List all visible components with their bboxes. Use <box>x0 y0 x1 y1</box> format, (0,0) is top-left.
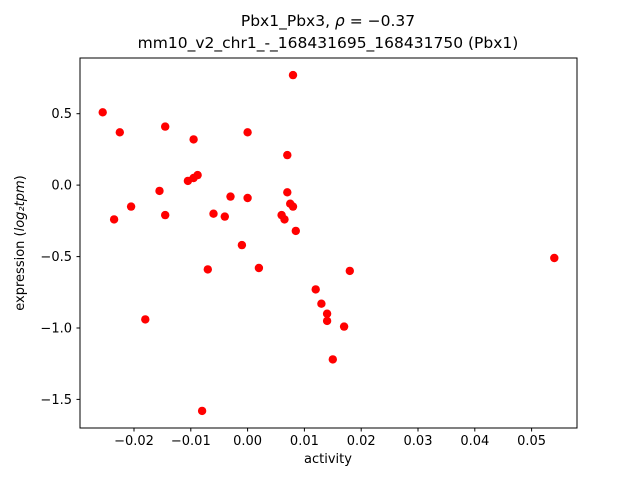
x-tick-label: 0.01 <box>290 434 319 449</box>
plot-title-line1: Pbx1_Pbx3, ρ = −0.37 <box>241 12 415 31</box>
scatter-point <box>126 202 136 211</box>
scatter-point <box>193 170 202 180</box>
scatter-point <box>328 355 337 364</box>
title-rho-symbol: ρ <box>335 12 345 30</box>
scatter-point <box>311 285 320 294</box>
scatter-point <box>280 215 289 224</box>
scatter-point <box>243 128 252 137</box>
scatter-point <box>550 253 559 263</box>
scatter-point <box>322 309 332 318</box>
scatter-point <box>339 322 349 331</box>
scatter-point <box>209 209 218 218</box>
scatter-points-layer <box>98 70 559 416</box>
x-tick-label: 0.00 <box>233 434 262 449</box>
scatter-point <box>254 263 264 273</box>
y-tick-label: −1.0 <box>40 322 72 337</box>
plot-title-line2: mm10_v2_chr1_-_168431695_168431750 (Pbx1… <box>138 34 519 53</box>
y-tick-label: −1.5 <box>40 393 72 408</box>
x-tick-label: −0.02 <box>114 434 154 449</box>
y-label-prefix: expression ( <box>13 231 28 310</box>
scatter-point <box>322 316 332 326</box>
title-correlation-value: = −0.37 <box>345 12 415 30</box>
scatter-point <box>291 226 300 236</box>
scatter-point <box>109 215 119 224</box>
y-tick-label: 0.0 <box>51 179 72 194</box>
scatter-point <box>189 135 198 144</box>
scatter-point <box>161 210 170 220</box>
scatter-point <box>197 406 207 416</box>
scatter-point <box>220 212 229 221</box>
scatter-point <box>243 193 252 203</box>
scatter-point <box>283 150 292 160</box>
y-tick-label: −0.5 <box>40 250 72 265</box>
axes-box <box>79 57 578 429</box>
title-prefix: Pbx1_Pbx3, <box>241 12 335 31</box>
scatter-point <box>161 122 170 131</box>
scatter-point <box>115 128 125 137</box>
scatter-point <box>155 186 164 196</box>
scatter-point <box>203 265 212 274</box>
scatter-point <box>283 188 292 197</box>
x-tick-label: 0.02 <box>347 434 376 449</box>
x-tick-label: 0.04 <box>460 434 489 449</box>
scatter-point <box>237 240 247 250</box>
y-tick-label: 0.5 <box>51 107 72 122</box>
scatter-point <box>98 108 107 117</box>
scatter-point <box>288 70 298 80</box>
x-tick-label: −0.01 <box>171 434 211 449</box>
x-tick-label: 0.03 <box>404 434 433 449</box>
scatter-point <box>288 202 298 211</box>
y-label-suffix: ) <box>13 175 28 180</box>
scatter-point <box>317 299 326 308</box>
x-axis-ticks: −0.02 −0.01 0.00 0.01 0.02 0.03 0.04 0.05 <box>114 428 546 449</box>
scatter-point <box>141 315 150 324</box>
scatter-point <box>345 266 354 276</box>
y-label-math: log₂tpm <box>13 180 28 231</box>
x-tick-label: 0.05 <box>517 434 546 449</box>
y-axis-ticks: 0.5 0.0 −0.5 −1.0 −1.5 <box>40 107 80 408</box>
y-axis-label: expression (log₂tpm) <box>13 175 28 310</box>
scatter-point <box>226 192 235 201</box>
x-axis-label: activity <box>304 452 352 467</box>
